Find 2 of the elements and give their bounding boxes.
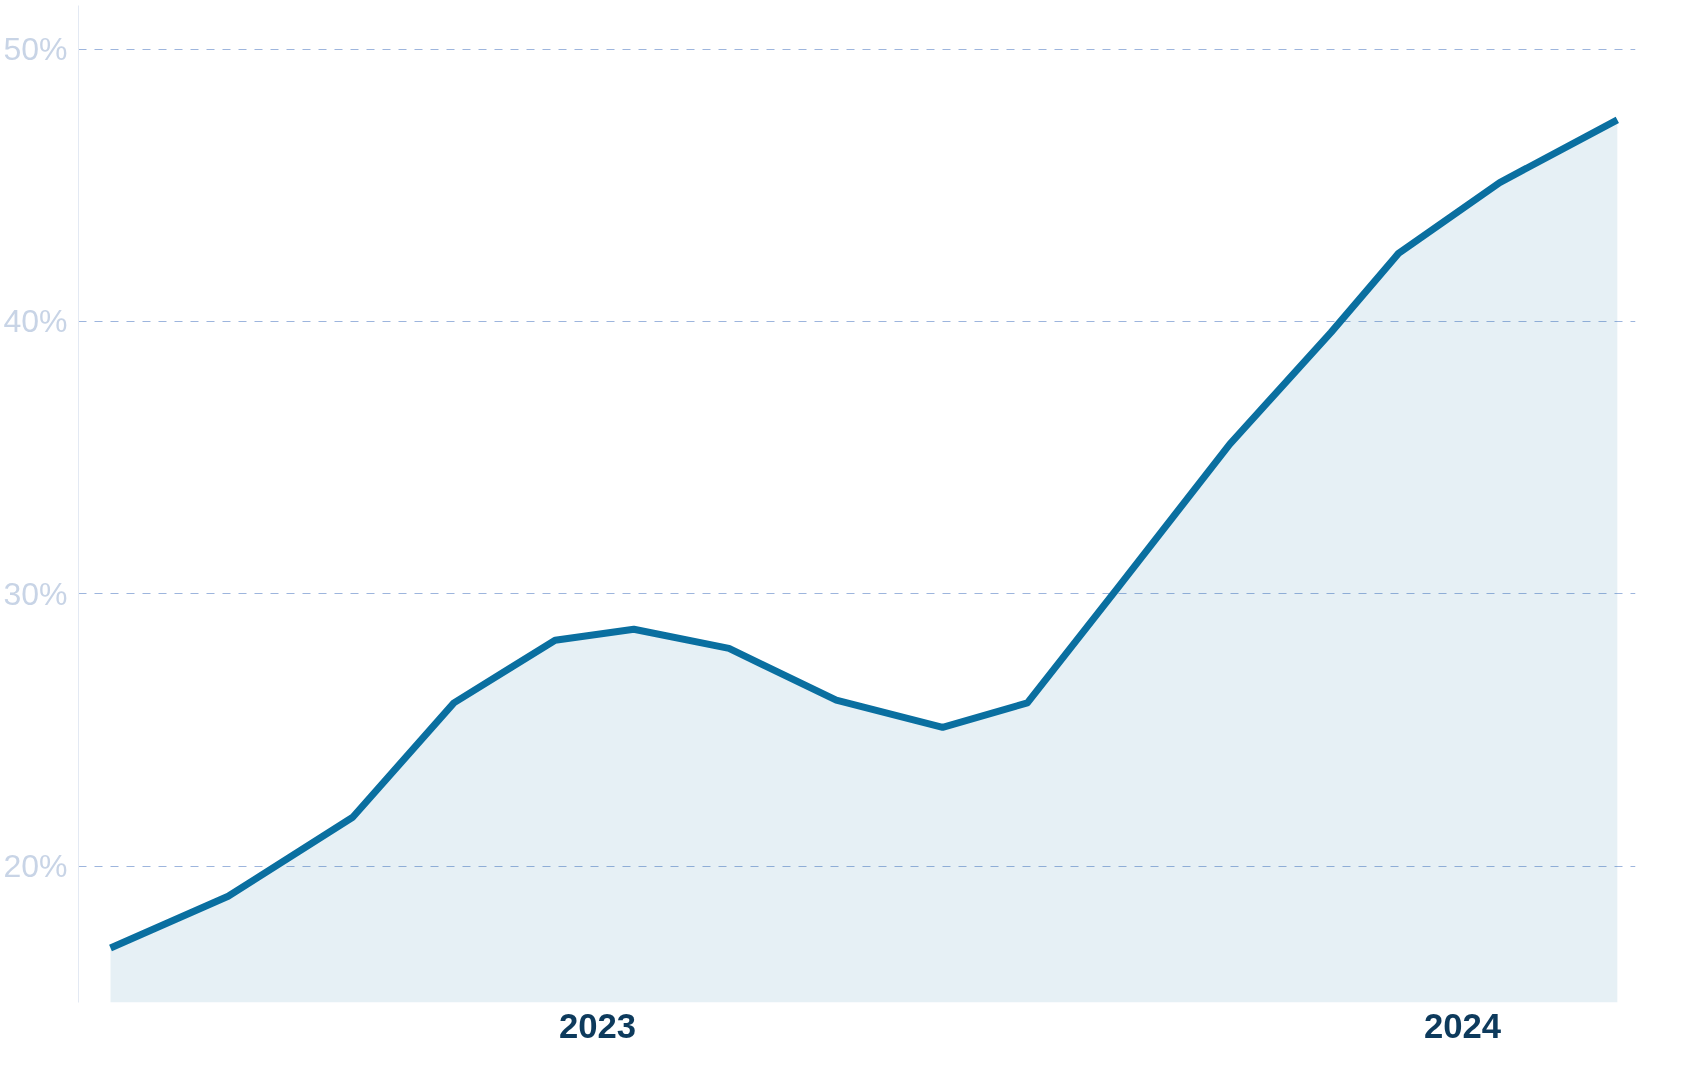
x-tick-label: 2023 bbox=[558, 1006, 637, 1045]
x-tick-label: 2024 bbox=[1423, 1006, 1502, 1045]
